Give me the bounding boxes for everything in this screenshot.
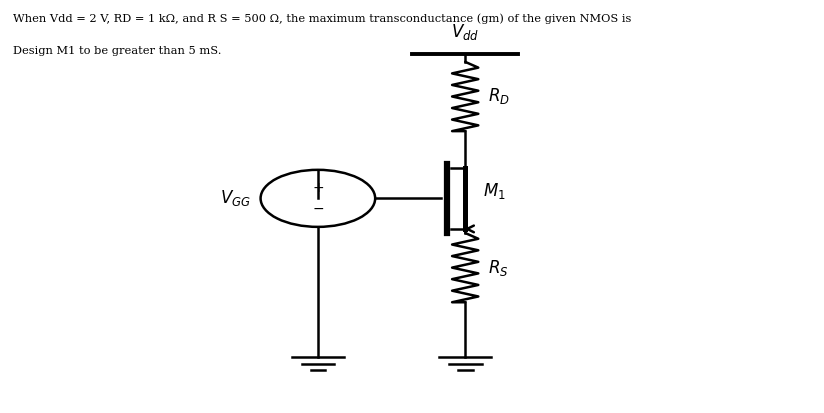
Text: When Vdd = 2 V, RD = 1 kΩ, and R S = 500 Ω, the maximum transconductance (gm) of: When Vdd = 2 V, RD = 1 kΩ, and R S = 500… [12,13,631,24]
Text: −: − [312,202,324,216]
Text: $V_{GG}$: $V_{GG}$ [220,188,250,208]
Text: $M_1$: $M_1$ [483,181,506,201]
Text: Design M1 to be greater than 5 mS.: Design M1 to be greater than 5 mS. [12,45,221,56]
Text: $R_S$: $R_S$ [488,258,508,278]
Text: $R_D$: $R_D$ [488,86,510,107]
Text: $V_{dd}$: $V_{dd}$ [451,22,480,42]
Text: +: + [312,180,324,195]
